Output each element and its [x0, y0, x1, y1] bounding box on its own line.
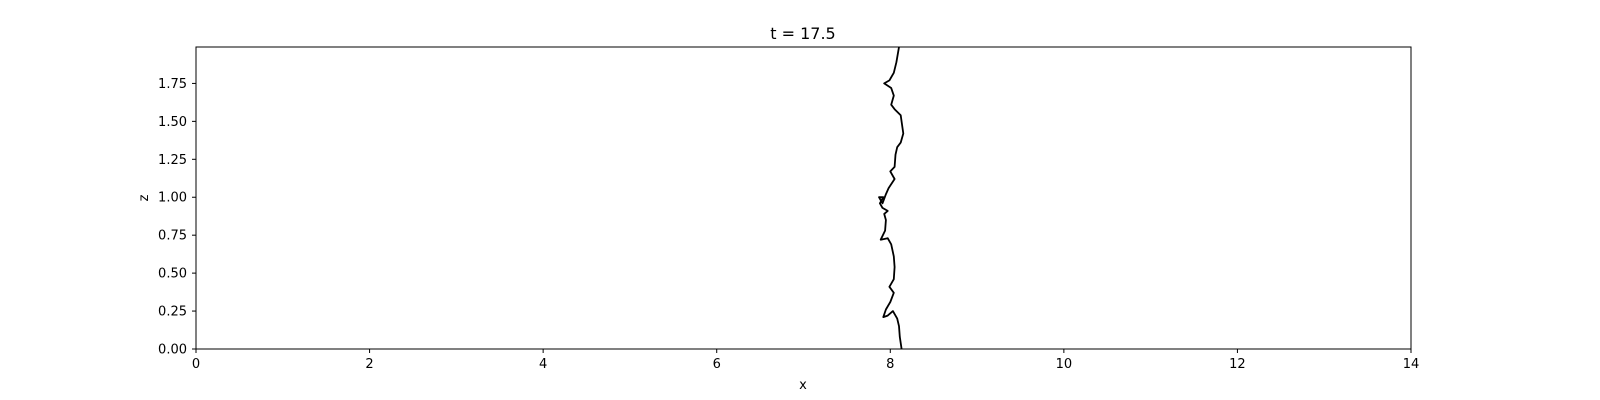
x-axis-label: x — [799, 378, 807, 393]
plot-area — [196, 47, 1411, 349]
y-tick-label: 1.25 — [158, 153, 187, 168]
x-tick-label: 0 — [192, 357, 200, 372]
y-tick-label: 0.50 — [158, 267, 187, 282]
y-tick-label: 0.25 — [158, 305, 187, 320]
x-tick-label: 14 — [1403, 357, 1420, 372]
y-axis: 0.00 0.25 0.50 0.75 1.00 1.25 1.50 1.75 — [158, 77, 196, 358]
x-tick-label: 6 — [713, 357, 721, 372]
y-tick-label: 1.75 — [158, 77, 187, 92]
x-tick-label: 10 — [1056, 357, 1073, 372]
x-tick-label: 8 — [886, 357, 894, 372]
x-axis: 0 2 4 6 8 10 12 14 — [192, 349, 1419, 372]
y-axis-label: z — [137, 194, 152, 201]
y-tick-label: 1.50 — [158, 115, 187, 130]
x-tick-label: 4 — [539, 357, 547, 372]
x-tick-label: 2 — [365, 357, 373, 372]
series-line — [878, 46, 905, 350]
y-tick-label: 1.00 — [158, 191, 187, 206]
y-tick-label: 0.00 — [158, 343, 187, 358]
plot-frame — [195, 46, 1412, 350]
chart-title: t = 17.5 — [770, 24, 835, 43]
x-tick-label: 12 — [1229, 357, 1246, 372]
series-layer — [878, 46, 905, 350]
y-tick-label: 0.75 — [158, 229, 187, 244]
